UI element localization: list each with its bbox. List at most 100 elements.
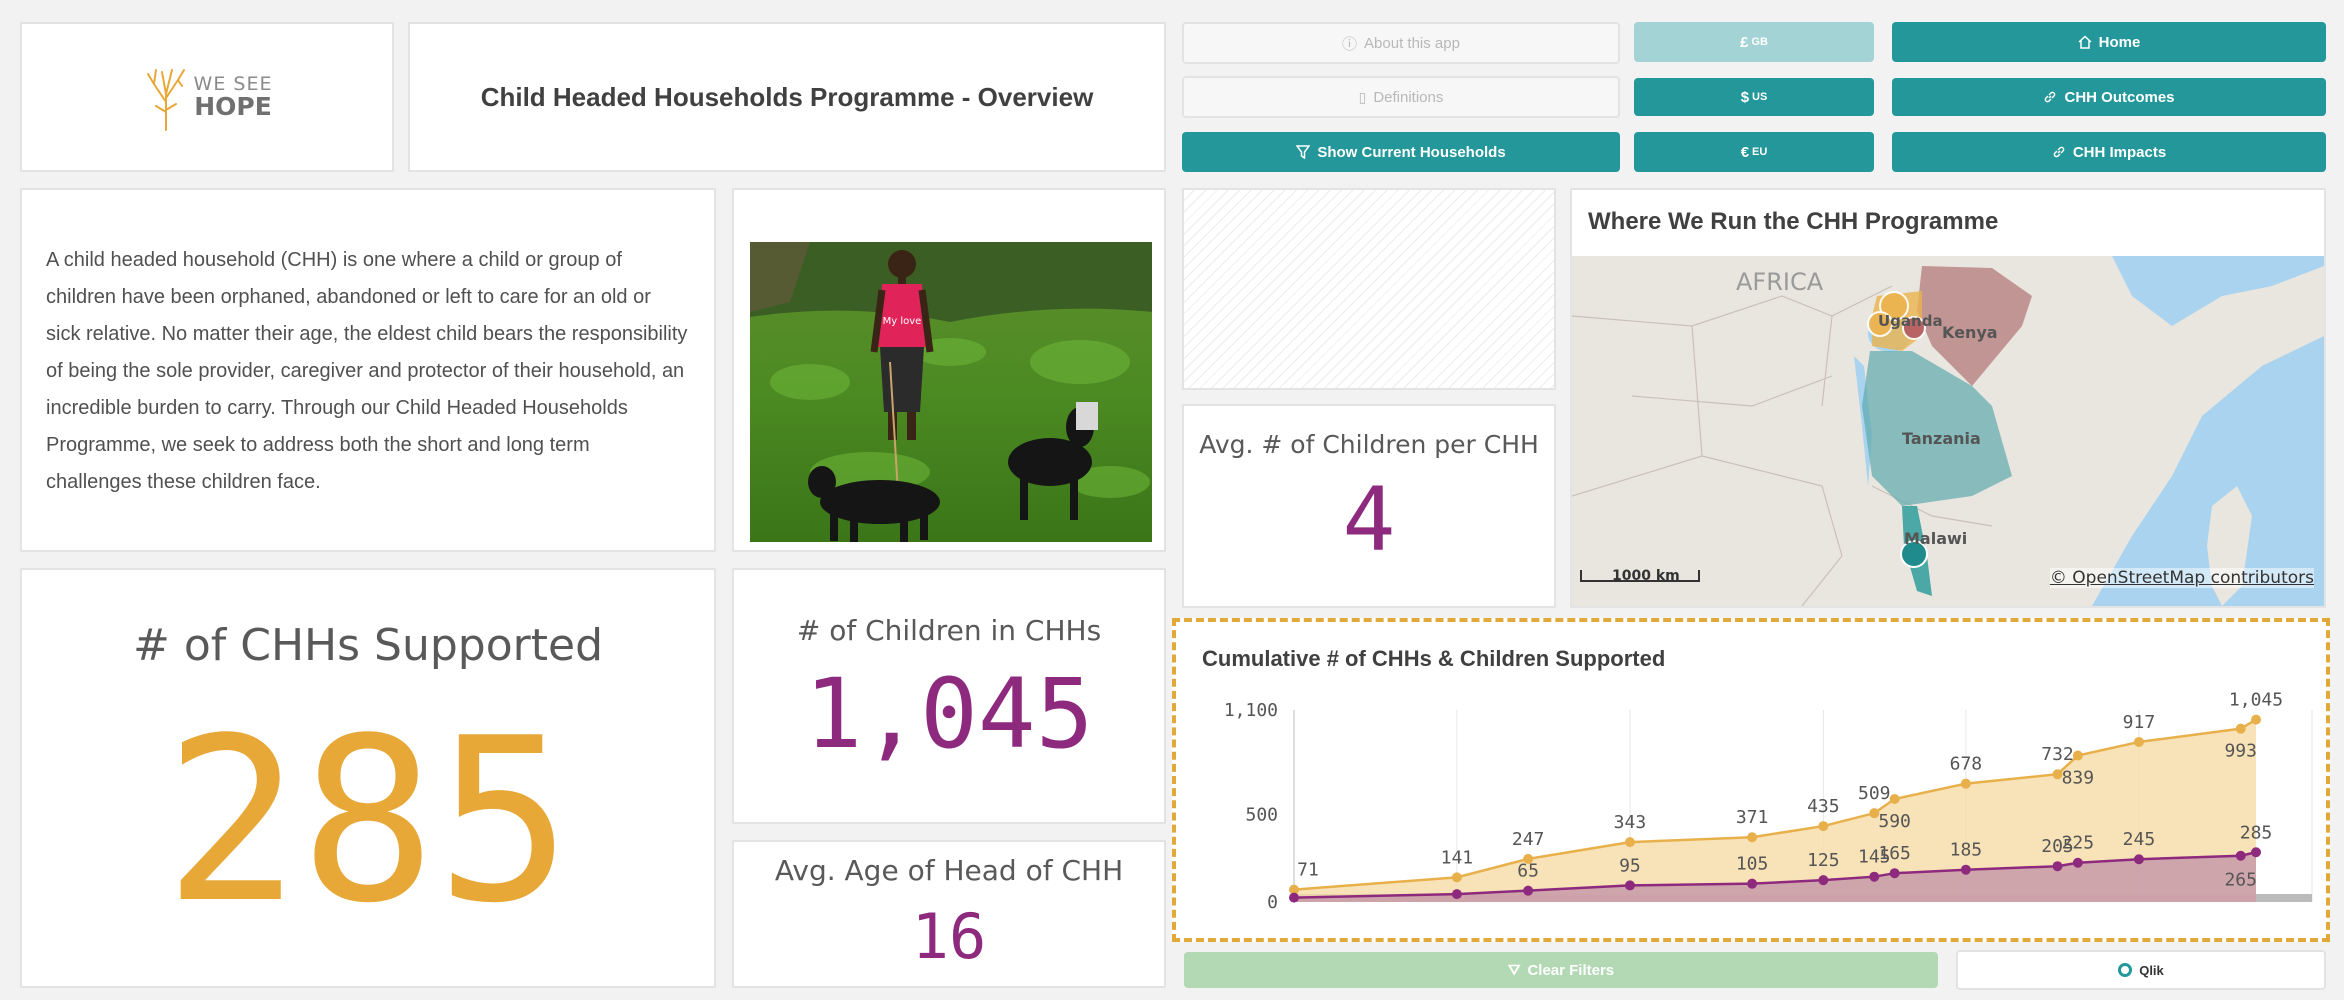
usd-code: US [1752, 91, 1768, 103]
clear-filters-button[interactable]: ⛛ Clear Filters [1184, 952, 1938, 988]
data-label: 678 [1950, 754, 1983, 775]
data-point [2072, 857, 2083, 868]
data-label: 205 [2041, 836, 2074, 857]
children-label: # of Children in CHHs [796, 614, 1102, 647]
photo-panel: My love [732, 188, 1166, 552]
chh-supported-kpi: # of CHHs Supported 285 [20, 568, 716, 988]
data-label: 125 [1807, 850, 1840, 871]
country-label-uganda: Uganda [1878, 312, 1943, 330]
gbp-code: GB [1751, 36, 1768, 48]
avg-children-label: Avg. # of Children per CHH [1199, 430, 1539, 459]
y-tick-label: 0 [1267, 892, 1278, 913]
map-canvas[interactable]: AFRICA Uganda Kenya Tanzania Malawi [1572, 256, 2324, 606]
series-area-0 [1294, 719, 2257, 902]
data-point [1818, 821, 1829, 832]
chh-outcomes-label: CHH Outcomes [2064, 88, 2175, 106]
eur-symbol: € [1740, 143, 1750, 161]
data-point [1289, 892, 1299, 903]
currency-eur-button[interactable]: € EU [1634, 132, 1874, 172]
children-kpi: # of Children in CHHs 1,045 [732, 568, 1166, 824]
data-label: 1,045 [2229, 690, 2283, 711]
data-point [1523, 885, 1534, 896]
avg-age-kpi: Avg. Age of Head of CHH 16 [732, 840, 1166, 988]
data-label: 590 [1878, 811, 1911, 832]
logo-text-top: WE SEE [193, 73, 273, 95]
show-current-households-button[interactable]: Show Current Households [1182, 132, 1620, 172]
cumulative-chart-panel[interactable]: Cumulative # of CHHs & Children Supporte… [1172, 618, 2330, 942]
data-label: 732 [2041, 744, 2074, 765]
we-see-hope-logo: WE SEE HOPE [142, 62, 273, 132]
chart-title: Cumulative # of CHHs & Children Supporte… [1202, 646, 1666, 671]
data-point [2072, 750, 2083, 761]
title-panel: Child Headed Households Programme - Over… [408, 22, 1166, 172]
link-icon [2045, 91, 2056, 103]
data-point [1960, 864, 1971, 875]
girl-figure: My love [870, 250, 934, 493]
chh-impacts-button[interactable]: CHH Impacts [1892, 132, 2326, 172]
about-label: About this app [1364, 34, 1460, 52]
map-attribution[interactable]: © OpenStreetMap contributors [2049, 568, 2314, 588]
data-label: 839 [2062, 768, 2095, 789]
y-tick-label: 1,100 [1224, 700, 1278, 721]
data-label: 265 [2224, 870, 2257, 891]
goat-figures [808, 402, 1098, 542]
data-label: 65 [1517, 861, 1539, 882]
data-label: 185 [1950, 840, 1983, 861]
region-label: AFRICA [1736, 268, 1824, 296]
currency-usd-button[interactable]: $ US [1634, 78, 1874, 116]
y-tick-label: 500 [1245, 805, 1278, 826]
qlik-button[interactable]: Qlik [1956, 950, 2326, 990]
map-scale-bar [1580, 570, 1700, 582]
data-point [1818, 875, 1829, 886]
data-point [1747, 832, 1758, 843]
link-icon [2053, 146, 2065, 158]
currency-gbp-button[interactable]: £ GB [1634, 22, 1874, 62]
shirt-text: My love [883, 316, 922, 327]
data-label: 247 [1512, 829, 1545, 850]
definitions-label: Definitions [1373, 88, 1444, 106]
series-area-1 [1294, 852, 2257, 902]
avg-age-label: Avg. Age of Head of CHH [774, 854, 1124, 887]
data-point [1869, 808, 1880, 819]
chh-outcomes-button[interactable]: CHH Outcomes [1892, 78, 2326, 116]
data-point [2235, 850, 2246, 861]
data-point [1889, 794, 1900, 805]
data-point [1889, 868, 1900, 879]
chh-impacts-label: CHH Impacts [2072, 143, 2167, 161]
data-point [1289, 884, 1299, 895]
eur-code: EU [1752, 146, 1768, 158]
clear-filter-icon: ⛛ [1507, 961, 1521, 979]
children-value: 1,045 [804, 658, 1094, 770]
country-label-tanzania: Tanzania [1902, 429, 1981, 448]
data-label: 509 [1858, 783, 1891, 804]
show-current-label: Show Current Households [1317, 143, 1506, 161]
data-label: 225 [2062, 833, 2095, 854]
definitions-button[interactable]: ▯ Definitions [1182, 76, 1620, 118]
data-label: 71 [1297, 860, 1319, 881]
data-label: 165 [1878, 843, 1911, 864]
map-scale-label: 1000 km [1612, 568, 1680, 584]
intro-text: A child headed household (CHH) is one wh… [46, 249, 688, 493]
qlik-logo-icon [2118, 963, 2133, 977]
data-point [2052, 769, 2063, 780]
data-point [1869, 871, 1880, 882]
about-button[interactable]: ⓘ About this app [1182, 22, 1620, 64]
data-label: 285 [2240, 822, 2273, 843]
book-icon: ▯ [1358, 88, 1367, 105]
clear-filters-label: Clear Filters [1527, 961, 1615, 979]
home-label: Home [2098, 33, 2141, 51]
avg-children-kpi: Avg. # of Children per CHH 4 [1182, 404, 1556, 608]
data-point [2133, 736, 2144, 747]
data-point [1624, 837, 1635, 848]
avg-children-value: 4 [1342, 468, 1396, 571]
data-point [2052, 861, 2063, 872]
info-icon: ⓘ [1342, 35, 1358, 53]
map-title: Where We Run the CHH Programme [1588, 208, 1999, 235]
data-label: 343 [1614, 812, 1647, 833]
cumulative-chart[interactable]: 0 500 1,100 71 141 247 343 371 435 509 590 678 732 83… [1176, 688, 2326, 938]
home-button[interactable]: Home [1892, 22, 2326, 62]
data-point [2251, 714, 2262, 725]
country-label-kenya: Kenya [1942, 323, 1998, 342]
intro-text-panel: A child headed household (CHH) is one wh… [20, 188, 716, 552]
data-label: 95 [1619, 855, 1641, 876]
